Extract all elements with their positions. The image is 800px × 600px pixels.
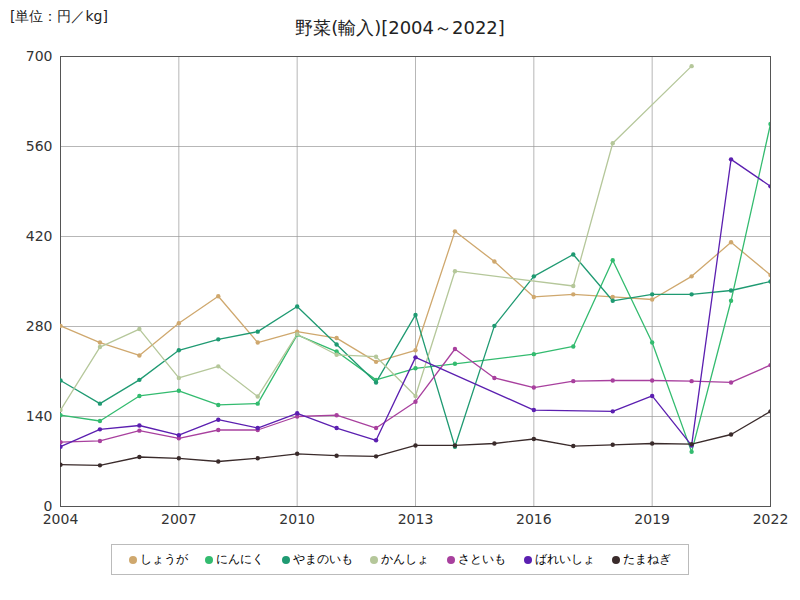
svg-text:140: 140 xyxy=(26,408,53,424)
html-text:しょうが: しょうが xyxy=(139,552,188,566)
svg-text:2022: 2022 xyxy=(753,511,789,527)
svg-text:560: 560 xyxy=(26,138,53,154)
html-text:野菜(輸入)[2004～2022]: 野菜(輸入)[2004～2022] xyxy=(295,17,505,38)
svg-text:2013: 2013 xyxy=(398,511,434,527)
svg-text:700: 700 xyxy=(26,48,53,64)
svg-text:0: 0 xyxy=(43,498,53,514)
html-text:にんにく: にんにく xyxy=(216,552,265,566)
svg-text:2004: 2004 xyxy=(43,511,79,527)
svg-text:2016: 2016 xyxy=(516,511,552,527)
html-text:さといも: さといも xyxy=(458,552,506,566)
html-text:やまのいも: やまのいも xyxy=(292,552,353,566)
svg-text:2010: 2010 xyxy=(279,511,315,527)
html-text:ばれいしょ: ばれいしょ xyxy=(534,552,595,566)
svg-text:2007: 2007 xyxy=(161,511,197,527)
svg-text:2019: 2019 xyxy=(634,511,670,527)
html-text:かんしょ: かんしょ xyxy=(381,552,430,566)
html-text:たまねぎ: たまねぎ xyxy=(623,552,672,566)
svg-text:420: 420 xyxy=(26,228,53,244)
svg-text:280: 280 xyxy=(26,318,53,334)
html-text:[単位：円／kg]: [単位：円／kg] xyxy=(10,8,108,24)
